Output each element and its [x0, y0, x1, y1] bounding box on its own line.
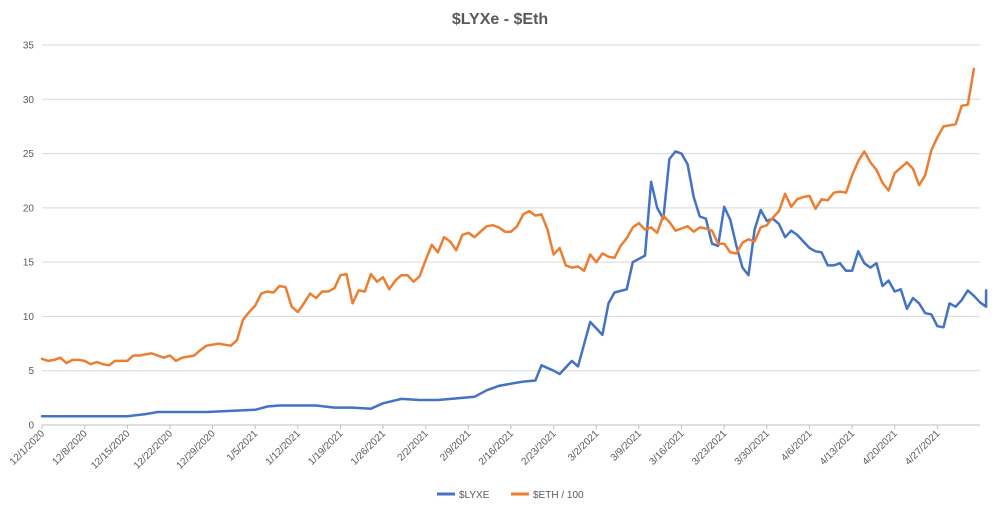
x-tick-label: 1/19/2021 — [306, 428, 346, 468]
y-tick-label: 5 — [28, 366, 34, 377]
x-tick-label: 12/29/2020 — [174, 428, 217, 471]
y-tick-label: 15 — [23, 258, 35, 269]
gridlines — [42, 44, 980, 372]
x-tick-label: 4/27/2021 — [903, 428, 943, 468]
x-tick-label: 12/15/2020 — [89, 428, 132, 471]
x-tick-label: 3/23/2021 — [690, 428, 730, 468]
x-axis-ticks: 12/1/2020 12/8/2020 12/15/2020 12/22/2020 12… — [8, 425, 943, 472]
x-tick-label: 3/2/2021 — [566, 428, 602, 464]
y-axis-ticks: 0 5 10 15 20 25 30 35 — [23, 41, 35, 432]
x-tick-label: 12/8/2020 — [51, 428, 91, 468]
y-tick-label: 10 — [23, 312, 35, 323]
x-tick-label: 4/20/2021 — [861, 428, 901, 468]
x-tick-label: 4/6/2021 — [779, 428, 815, 464]
chart-title: $LYXe - $Eth — [452, 11, 548, 28]
y-tick-label: 35 — [23, 41, 35, 52]
x-tick-label: 2/23/2021 — [520, 428, 560, 468]
y-tick-label: 20 — [23, 203, 35, 214]
x-tick-label: 2/2/2021 — [396, 428, 432, 464]
series-lines — [40, 67, 988, 418]
x-tick-label: 2/9/2021 — [438, 428, 474, 464]
series-line-eth — [40, 67, 976, 367]
x-tick-label: 1/26/2021 — [349, 428, 389, 468]
x-tick-label: 2/16/2021 — [477, 428, 517, 468]
x-tick-label: 12/22/2020 — [132, 428, 175, 471]
y-tick-label: 30 — [23, 95, 35, 106]
x-tick-label: 1/5/2021 — [225, 428, 261, 464]
y-tick-label: 0 — [28, 421, 34, 432]
x-tick-label: 3/9/2021 — [609, 428, 645, 464]
x-tick-label: 4/13/2021 — [818, 428, 858, 468]
x-tick-label: 12/1/2020 — [8, 428, 48, 468]
x-tick-label: 3/30/2021 — [733, 428, 773, 468]
legend-label-eth: $ETH / 100 — [533, 490, 584, 501]
legend-label-lyxe: $LYXE — [459, 490, 490, 501]
y-tick-label: 25 — [23, 149, 35, 160]
legend: $LYXE $ETH / 100 — [437, 490, 584, 501]
x-tick-label: 3/16/2021 — [647, 428, 687, 468]
x-tick-label: 1/12/2021 — [264, 428, 304, 468]
series-line-lyxe — [40, 150, 988, 418]
